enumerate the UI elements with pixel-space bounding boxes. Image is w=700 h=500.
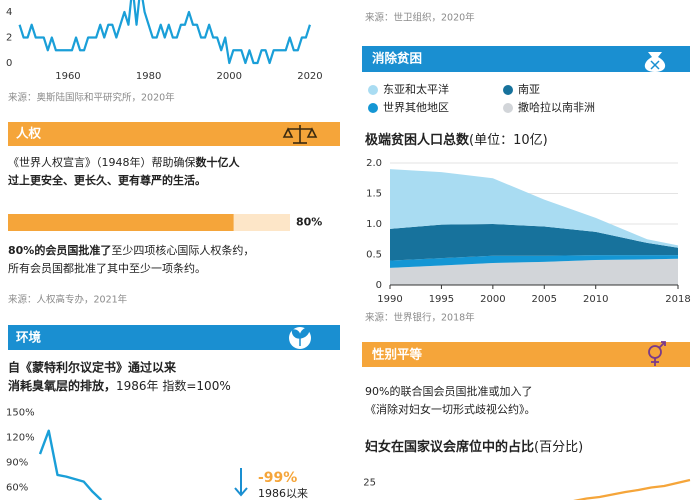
- area: [390, 258, 678, 285]
- chart-subtitle: (单位：10亿): [469, 133, 548, 148]
- legend-label: 撒哈拉以南非洲: [518, 100, 595, 114]
- x-tick-label: 2000: [217, 71, 242, 82]
- legend-label: 南亚: [518, 83, 540, 96]
- body-text: 90%的联合国会员国批准或加入了: [365, 384, 532, 398]
- body-text: 《世界人权宣言》（1948年）帮助确保数十亿人: [8, 155, 240, 169]
- x-tick-label: 1960: [55, 71, 80, 82]
- section-header: 性别平等: [371, 347, 423, 362]
- body-text: 过上更安全、更长久、更有尊严的生活。: [8, 173, 206, 187]
- scale-icon: [282, 125, 318, 144]
- section-header: 环境: [16, 330, 42, 345]
- down-arrow: [234, 468, 248, 497]
- text-part: 极端贫困人口总数: [365, 132, 470, 148]
- source: 来源：世卫组织，2020年: [365, 12, 475, 24]
- section-header: 消除贫困: [372, 51, 422, 66]
- area: [390, 169, 678, 248]
- text-part: 至少四项核心国际人权条约，: [111, 243, 254, 257]
- y-tick-label: 0: [376, 280, 382, 291]
- section-header-bar: [8, 325, 340, 350]
- text-part: 数十亿人: [196, 155, 241, 169]
- body-text: 80%的会员国批准了至少四项核心国际人权条约，: [8, 243, 254, 257]
- source: 来源：世界银行，2018年: [365, 312, 475, 324]
- y-tick-label: 0.5: [366, 250, 382, 261]
- y-tick-label: 2: [6, 32, 12, 43]
- money-bag-icon: [644, 52, 666, 72]
- y-tick-label: 0: [6, 58, 12, 69]
- data-line: [38, 429, 103, 500]
- chart-title: 妇女在国家议会席位中的占比(百分比): [364, 439, 583, 455]
- progress-bar: [8, 214, 234, 231]
- y-tick-label: 1.0: [366, 219, 382, 230]
- chart-subtitle: 1986年 指数=100%: [116, 378, 231, 393]
- x-tick-label: 2018: [665, 294, 690, 305]
- x-tick-label: 2000: [480, 294, 505, 305]
- legend-label: 世界其他地区: [383, 101, 449, 114]
- y-tick-label: 4: [6, 7, 12, 18]
- value-label: 80%: [296, 216, 322, 229]
- y-tick-label: 60%: [6, 482, 28, 493]
- x-tick-label: 2005: [532, 294, 557, 305]
- chart-title: 极端贫困人口总数(单位：10亿): [365, 132, 548, 148]
- text-part: 《世界人权宣言》（1948年）帮助确保: [8, 155, 196, 169]
- chart-subtitle: (百分比): [534, 440, 583, 455]
- chart-title: 自《蒙特利尔议定书》通过以来: [8, 360, 177, 375]
- area: [390, 255, 678, 268]
- y-tick-label: 120%: [6, 432, 35, 443]
- legend-label: 东亚和太平洋: [383, 82, 449, 96]
- legend-swatch: [368, 103, 378, 113]
- x-tick-label: 1990: [377, 294, 402, 305]
- text-part: 消耗臭氧层的排放，: [8, 378, 116, 393]
- annotation: -99%: [258, 470, 297, 486]
- y-tick-label: 25: [363, 478, 376, 489]
- y-tick-label: 90%: [6, 457, 28, 468]
- body-text: 《消除对妇女一切形式歧视公约》。: [365, 402, 536, 416]
- plant-icon: [289, 327, 311, 349]
- legend-swatch: [503, 85, 513, 95]
- text-part: 80%的会员国批准了: [8, 243, 111, 257]
- x-tick-label: 1995: [429, 294, 454, 305]
- section-header: 人权: [16, 126, 42, 141]
- y-tick-label: 2.0: [366, 158, 382, 169]
- legend-swatch: [503, 103, 513, 113]
- data-line: [573, 478, 691, 500]
- annotation: 1986以来: [258, 487, 308, 500]
- y-tick-label: 150%: [6, 407, 35, 418]
- section-header-bar: [362, 46, 690, 72]
- chart-title: 消耗臭氧层的排放，1986年 指数=100%: [8, 378, 231, 393]
- gender-icon: [648, 341, 666, 366]
- legend-swatch: [368, 85, 378, 95]
- body-text: 所有会员国都批准了其中至少一项条约。: [8, 261, 206, 275]
- y-tick-label: 1.5: [366, 189, 382, 200]
- x-tick-label: 2020: [297, 71, 322, 82]
- x-tick-label: 1980: [136, 71, 161, 82]
- source: 来源：人权高专办，2021年: [8, 294, 128, 306]
- x-tick-label: 2010: [583, 294, 608, 305]
- section-header-bar: [362, 342, 690, 367]
- area: [390, 224, 678, 261]
- data-line: [18, 0, 311, 65]
- source: 来源：奥斯陆国际和平研究所，2020年: [8, 92, 175, 104]
- text-part: 妇女在国家议会席位中的占比: [364, 439, 534, 455]
